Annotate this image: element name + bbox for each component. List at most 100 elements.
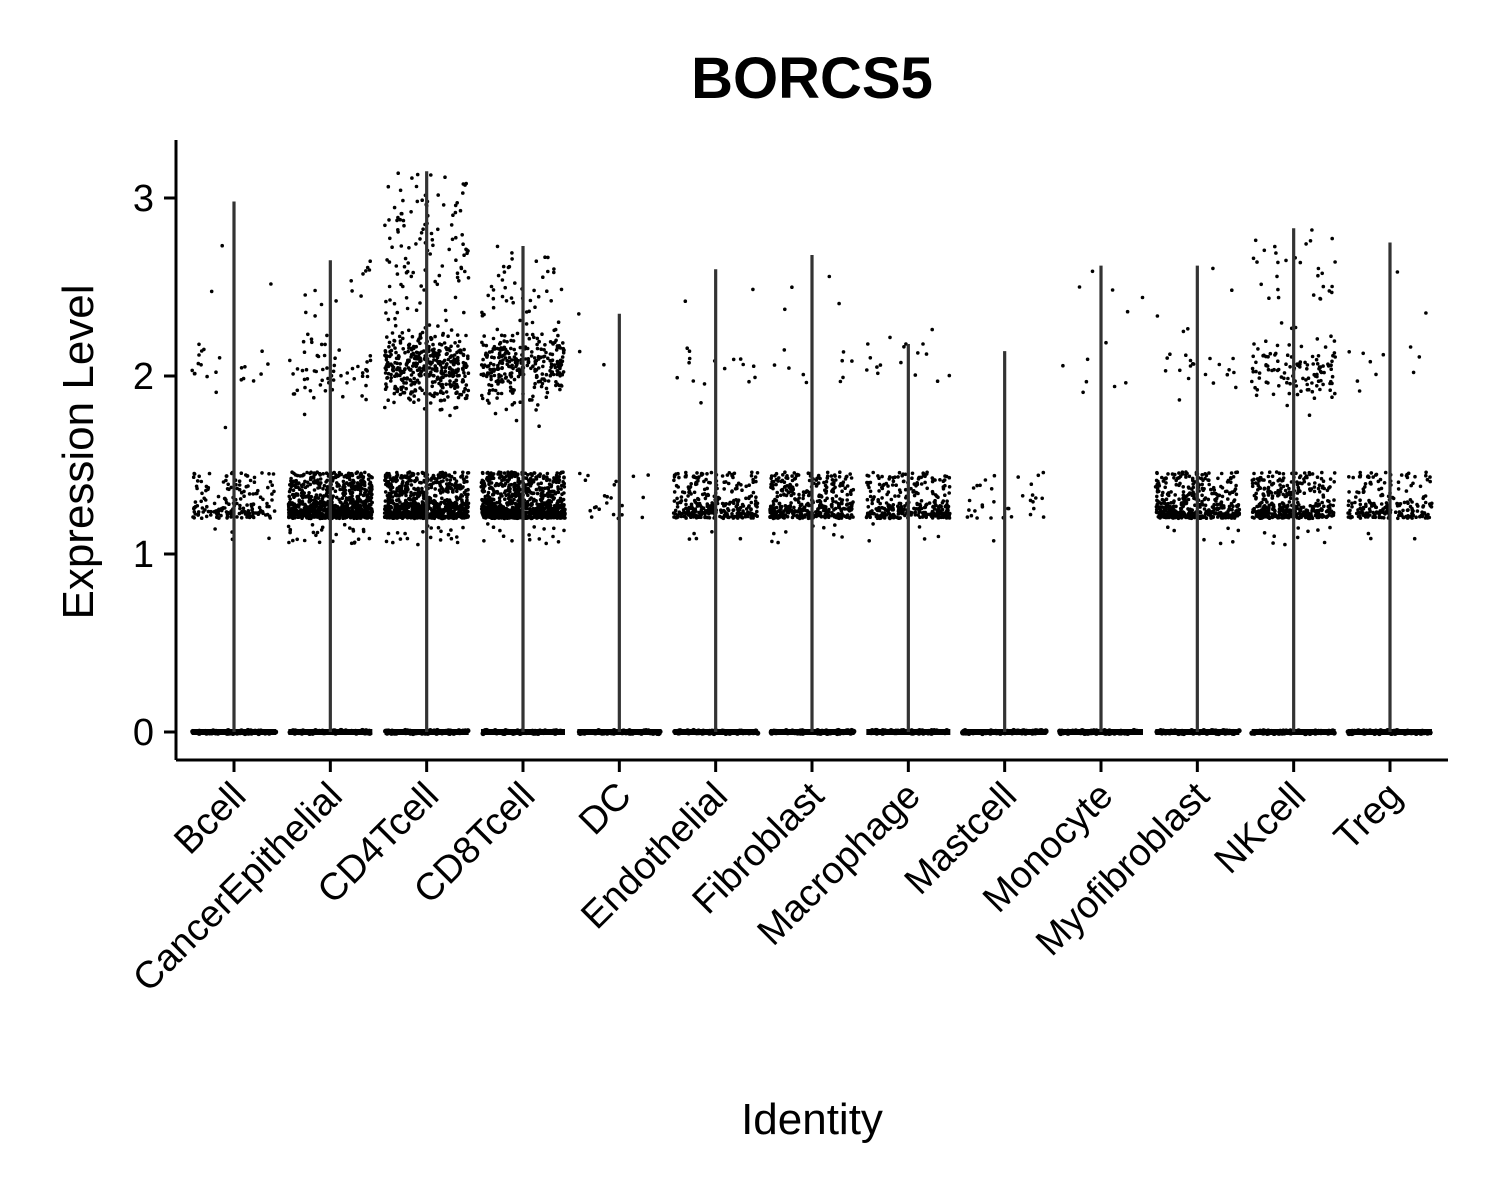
data-point — [500, 278, 505, 282]
data-point — [788, 482, 792, 487]
data-point — [438, 538, 443, 542]
data-point — [449, 328, 454, 332]
data-point — [199, 516, 204, 520]
data-point — [398, 537, 403, 541]
data-point — [559, 362, 564, 367]
data-point — [349, 541, 354, 546]
data-point — [463, 387, 467, 391]
data-point — [532, 525, 536, 529]
data-point — [405, 481, 409, 485]
data-point — [318, 477, 323, 481]
data-point — [447, 370, 452, 375]
data-point — [401, 198, 405, 203]
data-point — [395, 489, 399, 493]
data-point — [671, 511, 676, 515]
data-point — [466, 354, 470, 359]
data-point — [332, 471, 336, 475]
data-point — [490, 497, 495, 502]
data-point — [549, 513, 554, 517]
data-point — [196, 361, 201, 366]
data-point — [485, 373, 489, 377]
data-point — [404, 296, 409, 300]
data-point — [489, 284, 494, 289]
data-point — [708, 481, 712, 485]
data-point — [302, 377, 307, 382]
data-point — [497, 375, 501, 379]
data-point — [294, 482, 298, 486]
data-point — [409, 378, 413, 383]
data-point — [260, 510, 265, 514]
data-point — [205, 504, 209, 509]
data-point — [443, 369, 448, 374]
data-point — [387, 506, 392, 510]
data-point — [414, 364, 419, 369]
data-point — [339, 509, 344, 514]
data-point — [531, 491, 536, 496]
data-point — [546, 494, 550, 499]
data-point — [207, 471, 212, 476]
data-point — [824, 485, 829, 490]
data-point — [503, 372, 507, 376]
data-point — [456, 367, 461, 372]
data-point — [401, 347, 406, 351]
data-point — [480, 470, 485, 475]
data-point — [395, 272, 400, 276]
data-point — [403, 531, 407, 536]
data-point — [542, 354, 547, 359]
data-point — [437, 488, 442, 493]
data-point — [407, 471, 411, 475]
data-point — [721, 516, 726, 521]
data-point — [200, 506, 205, 510]
data-point — [507, 359, 512, 364]
data-point — [841, 480, 846, 485]
data-point — [738, 536, 743, 541]
data-point — [542, 486, 547, 491]
data-point — [462, 253, 466, 257]
data-point — [451, 501, 455, 506]
data-point — [442, 341, 447, 345]
data-point — [422, 349, 426, 353]
data-point — [453, 357, 457, 362]
data-point — [229, 509, 233, 513]
data-point — [428, 360, 433, 365]
data-point — [256, 512, 261, 516]
data-point — [822, 525, 826, 530]
data-point — [404, 508, 409, 512]
data-point — [428, 496, 433, 501]
data-point — [453, 210, 458, 215]
data-point — [428, 252, 433, 256]
data-point — [526, 359, 531, 364]
data-point — [289, 502, 294, 507]
data-point — [725, 473, 730, 477]
data-point — [541, 476, 546, 481]
data-point — [672, 478, 676, 483]
data-point — [515, 331, 520, 336]
data-point — [506, 379, 511, 383]
data-point — [705, 508, 710, 513]
data-point — [507, 483, 512, 487]
data-point — [295, 509, 300, 514]
data-point — [829, 474, 834, 478]
data-point — [386, 364, 391, 369]
data-point — [436, 351, 441, 356]
data-point — [308, 471, 312, 476]
data-point — [555, 471, 559, 475]
data-point — [209, 513, 213, 517]
data-point — [444, 502, 449, 507]
data-point — [389, 498, 393, 503]
data-point — [347, 488, 352, 493]
data-point — [453, 341, 457, 345]
data-point — [492, 344, 497, 349]
data-point — [406, 343, 411, 348]
data-point — [546, 379, 551, 383]
data-point — [785, 476, 790, 481]
data-point — [352, 541, 357, 545]
data-point — [246, 484, 250, 488]
data-point — [443, 175, 447, 179]
data-point — [419, 284, 424, 288]
data-point — [293, 507, 298, 512]
data-point — [397, 493, 401, 497]
data-point — [676, 471, 680, 476]
data-point — [432, 374, 436, 378]
data-point — [560, 492, 564, 497]
